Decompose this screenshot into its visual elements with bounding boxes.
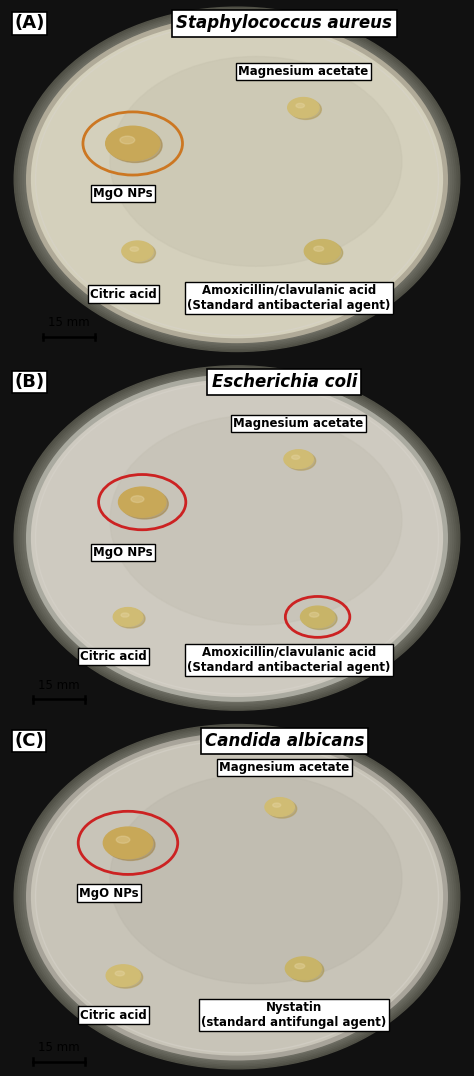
Text: Amoxicillin/clavulanic acid
(Standard antibacterial agent): Amoxicillin/clavulanic acid (Standard an… <box>187 284 391 312</box>
Ellipse shape <box>124 243 155 263</box>
Ellipse shape <box>27 376 447 700</box>
Ellipse shape <box>27 734 447 1060</box>
Ellipse shape <box>304 240 340 263</box>
Ellipse shape <box>286 452 316 470</box>
Ellipse shape <box>110 415 402 625</box>
Ellipse shape <box>18 369 456 707</box>
Ellipse shape <box>285 957 321 980</box>
Ellipse shape <box>288 959 324 981</box>
Text: (B): (B) <box>14 373 45 391</box>
Ellipse shape <box>28 377 446 699</box>
Ellipse shape <box>314 246 324 252</box>
Ellipse shape <box>14 8 460 352</box>
Text: (A): (A) <box>14 14 45 32</box>
Ellipse shape <box>265 797 294 817</box>
Ellipse shape <box>14 724 460 1068</box>
Ellipse shape <box>307 241 343 265</box>
Ellipse shape <box>16 726 458 1067</box>
Ellipse shape <box>24 732 450 1061</box>
Ellipse shape <box>122 241 153 261</box>
Text: 15 mm: 15 mm <box>48 316 90 329</box>
Ellipse shape <box>120 137 135 144</box>
Ellipse shape <box>22 731 452 1063</box>
Text: Nystatin
(standard antifungal agent): Nystatin (standard antifungal agent) <box>201 1001 386 1029</box>
Ellipse shape <box>284 450 313 468</box>
Ellipse shape <box>28 18 446 341</box>
Ellipse shape <box>28 735 446 1058</box>
Ellipse shape <box>290 99 321 119</box>
Ellipse shape <box>24 373 450 703</box>
Text: Citric acid: Citric acid <box>81 1008 147 1021</box>
Ellipse shape <box>121 489 168 519</box>
Ellipse shape <box>116 836 130 844</box>
Ellipse shape <box>18 727 456 1065</box>
Text: Staphylococcus aureus: Staphylococcus aureus <box>176 14 392 32</box>
Ellipse shape <box>310 612 319 618</box>
Ellipse shape <box>106 965 140 987</box>
Ellipse shape <box>18 11 456 349</box>
Ellipse shape <box>20 730 454 1064</box>
Ellipse shape <box>14 366 460 710</box>
Ellipse shape <box>113 608 143 626</box>
Ellipse shape <box>103 827 153 859</box>
Ellipse shape <box>27 16 447 342</box>
Ellipse shape <box>115 971 125 976</box>
Ellipse shape <box>20 12 454 346</box>
Text: Magnesium acetate: Magnesium acetate <box>234 416 364 429</box>
Ellipse shape <box>110 774 402 983</box>
Ellipse shape <box>130 246 138 252</box>
Ellipse shape <box>296 103 304 108</box>
Ellipse shape <box>301 606 335 627</box>
Ellipse shape <box>28 377 446 699</box>
Ellipse shape <box>20 370 454 706</box>
Ellipse shape <box>106 126 160 160</box>
Ellipse shape <box>288 98 319 117</box>
Ellipse shape <box>295 963 305 968</box>
Ellipse shape <box>121 613 129 618</box>
Text: 15 mm: 15 mm <box>38 1040 80 1053</box>
Ellipse shape <box>28 735 446 1058</box>
Text: 15 mm: 15 mm <box>38 679 80 692</box>
Ellipse shape <box>16 367 458 709</box>
Ellipse shape <box>22 372 452 704</box>
Text: MgO NPs: MgO NPs <box>93 546 153 558</box>
Text: Magnesium acetate: Magnesium acetate <box>238 66 368 79</box>
Text: Escherichia coli: Escherichia coli <box>212 373 357 391</box>
Ellipse shape <box>118 487 166 518</box>
Text: Magnesium acetate: Magnesium acetate <box>219 761 349 774</box>
Text: Amoxicillin/clavulanic acid
(Standard antibacterial agent): Amoxicillin/clavulanic acid (Standard an… <box>187 646 391 674</box>
Text: MgO NPs: MgO NPs <box>79 887 139 900</box>
Ellipse shape <box>131 496 144 502</box>
Ellipse shape <box>22 13 452 345</box>
Text: Citric acid: Citric acid <box>81 650 147 663</box>
Ellipse shape <box>28 18 446 341</box>
Text: Candida albicans: Candida albicans <box>205 732 364 750</box>
Ellipse shape <box>273 803 281 807</box>
Ellipse shape <box>108 128 162 162</box>
Text: MgO NPs: MgO NPs <box>93 187 153 200</box>
Ellipse shape <box>292 455 300 459</box>
Ellipse shape <box>267 799 297 818</box>
Text: Citric acid: Citric acid <box>90 287 156 300</box>
Ellipse shape <box>110 56 402 267</box>
Ellipse shape <box>303 608 337 629</box>
Text: (C): (C) <box>14 732 44 750</box>
Ellipse shape <box>106 829 155 861</box>
Ellipse shape <box>116 609 145 628</box>
Ellipse shape <box>24 15 450 344</box>
Ellipse shape <box>16 9 458 350</box>
Ellipse shape <box>109 966 143 988</box>
